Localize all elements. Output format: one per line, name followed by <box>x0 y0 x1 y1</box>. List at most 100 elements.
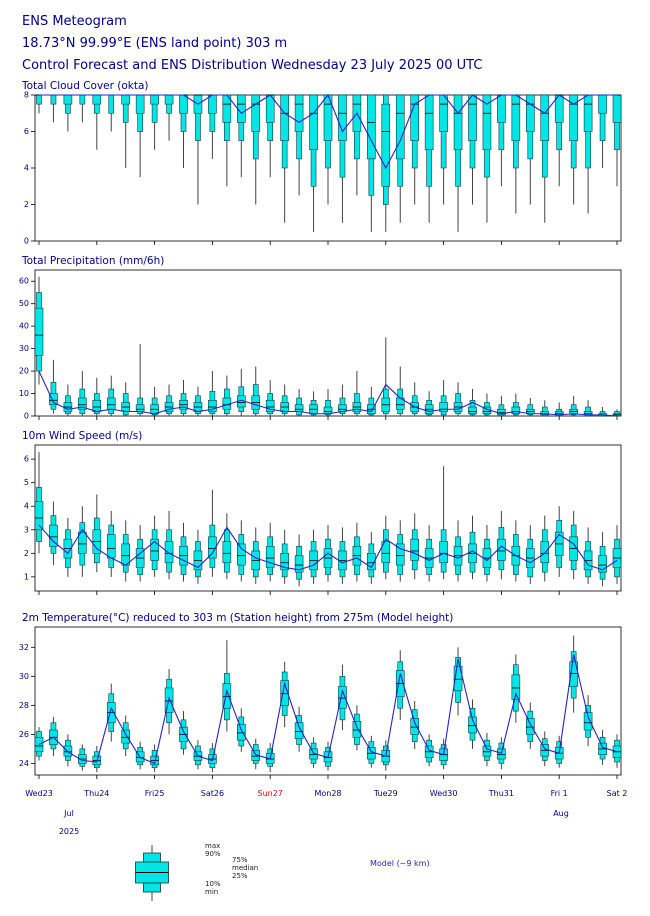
box-plot-item <box>612 525 622 584</box>
box-plot-item <box>294 534 304 587</box>
box-plot-item <box>482 732 492 767</box>
box-plot-item <box>34 727 44 761</box>
box-plot-item <box>237 368 246 416</box>
box-plot-item <box>92 494 102 573</box>
box-plot-item <box>453 382 463 416</box>
xaxis-day-label: Fri 1 <box>550 789 568 798</box>
y-tick-label: 0 <box>24 412 29 421</box>
control-forecast-line <box>38 370 618 417</box>
box-plot-item <box>208 489 217 577</box>
xaxis-day-label: Wed30 <box>429 789 458 798</box>
legend-label-90: 90% <box>205 850 221 858</box>
box-plot-item <box>164 94 174 141</box>
y-tick-label: 30 <box>19 672 29 681</box>
box-plot-item <box>511 94 521 214</box>
box-plot-item <box>208 371 217 416</box>
box-plot-item <box>265 94 275 178</box>
box-plot-item <box>63 734 73 767</box>
xaxis-day-label: Thu24 <box>84 789 110 798</box>
y-tick-label: 50 <box>19 299 29 308</box>
y-tick-label: 24 <box>19 759 29 768</box>
box-plot-item <box>179 94 188 168</box>
y-tick-label: 2 <box>24 549 29 558</box>
box-plot-item <box>63 94 73 132</box>
box-plot-item <box>309 391 318 416</box>
box-plot-item <box>49 94 58 123</box>
box-plot-item <box>92 94 102 150</box>
box-plot-item <box>540 94 550 223</box>
box-plot-item <box>525 94 535 205</box>
temperature-chart: 24 26 28 30 32 <box>19 626 622 779</box>
box-plot-item <box>482 393 492 416</box>
panel-title-wind-speed: 10m Wind Speed (m/s) <box>22 430 143 442</box>
y-tick-label: 10 <box>19 389 29 398</box>
box-plot-item <box>280 384 289 416</box>
y-tick-label: 20 <box>19 367 29 376</box>
box-plot-item <box>63 384 73 416</box>
cloud-cover-chart: 0 2 4 6 8 <box>24 91 622 246</box>
box-plot-item <box>193 529 203 584</box>
box-plot-item <box>482 94 492 223</box>
wind-speed-chart: 1 2 3 4 5 6 <box>24 444 622 595</box>
box-plot-item <box>280 529 289 584</box>
box-plot-item <box>222 375 232 416</box>
box-plot-item <box>179 522 188 582</box>
xaxis-day-label: Sat26 <box>200 789 225 798</box>
box-plot-item <box>193 740 203 770</box>
box-plot-item <box>583 94 593 214</box>
y-tick-label: 2 <box>24 200 29 209</box>
box-plot-item <box>338 94 347 223</box>
box-plot-item <box>35 94 43 114</box>
box-plot-item <box>164 510 174 580</box>
box-plot-item <box>222 94 232 187</box>
legend-box-glyph <box>135 845 169 901</box>
box-plot-item <box>352 522 362 582</box>
y-tick-label: 6 <box>24 127 29 136</box>
precipitation-chart: 0 10 20 30 40 50 60 <box>19 269 622 421</box>
y-tick-label: 28 <box>19 701 29 710</box>
box-plot-item <box>193 94 203 205</box>
legend-label-min: min <box>205 888 219 896</box>
box-plot-item <box>179 711 188 755</box>
xaxis-day-label: Tue29 <box>373 789 398 798</box>
box-plot-item <box>34 452 44 554</box>
box-plot-item <box>395 520 405 582</box>
box-plot-item <box>237 520 246 582</box>
xaxis-day-label: Sat 2 <box>606 789 628 798</box>
box-plot-item <box>598 94 607 168</box>
box-plot-item <box>367 532 376 584</box>
box-plot-item <box>453 647 463 716</box>
control-forecast-line <box>38 654 618 765</box>
box-plot-item <box>150 515 159 577</box>
box-plot-item <box>135 344 145 416</box>
xaxis-day-label: Fri25 <box>144 789 165 798</box>
y-tick-label: 26 <box>19 730 29 739</box>
month-label-aug: Aug <box>553 809 569 818</box>
box-plot-item <box>381 94 391 232</box>
box-plot-item <box>179 380 188 416</box>
box-plot-item <box>150 744 159 773</box>
box-plot-item <box>381 337 391 416</box>
y-tick-label: 0 <box>24 237 29 246</box>
box-plot-item <box>395 94 405 223</box>
box-plot-item <box>222 640 232 732</box>
xaxis-day-label: Wed23 <box>25 789 53 798</box>
box-plot-item <box>612 94 622 187</box>
box-plot-item <box>497 94 506 187</box>
box-plot-item <box>468 515 477 580</box>
box-plot-item <box>352 371 362 416</box>
box-plot-item <box>237 94 246 178</box>
box-plot-item <box>410 701 420 749</box>
box-plot-item <box>395 366 405 416</box>
box-plot-item <box>323 94 333 205</box>
box-plot-item <box>468 94 477 205</box>
panel-title-precipitation: Total Precipitation (mm/6h) <box>22 255 165 267</box>
box-plot-item <box>92 377 102 416</box>
box-plot-item <box>583 400 593 417</box>
control-forecast-line <box>38 524 618 571</box>
box-plot-item <box>78 506 87 577</box>
box-plot-item <box>265 522 275 582</box>
box-plot-item <box>150 94 159 150</box>
box-plot-item <box>251 527 261 584</box>
box-plot-item <box>511 654 521 723</box>
